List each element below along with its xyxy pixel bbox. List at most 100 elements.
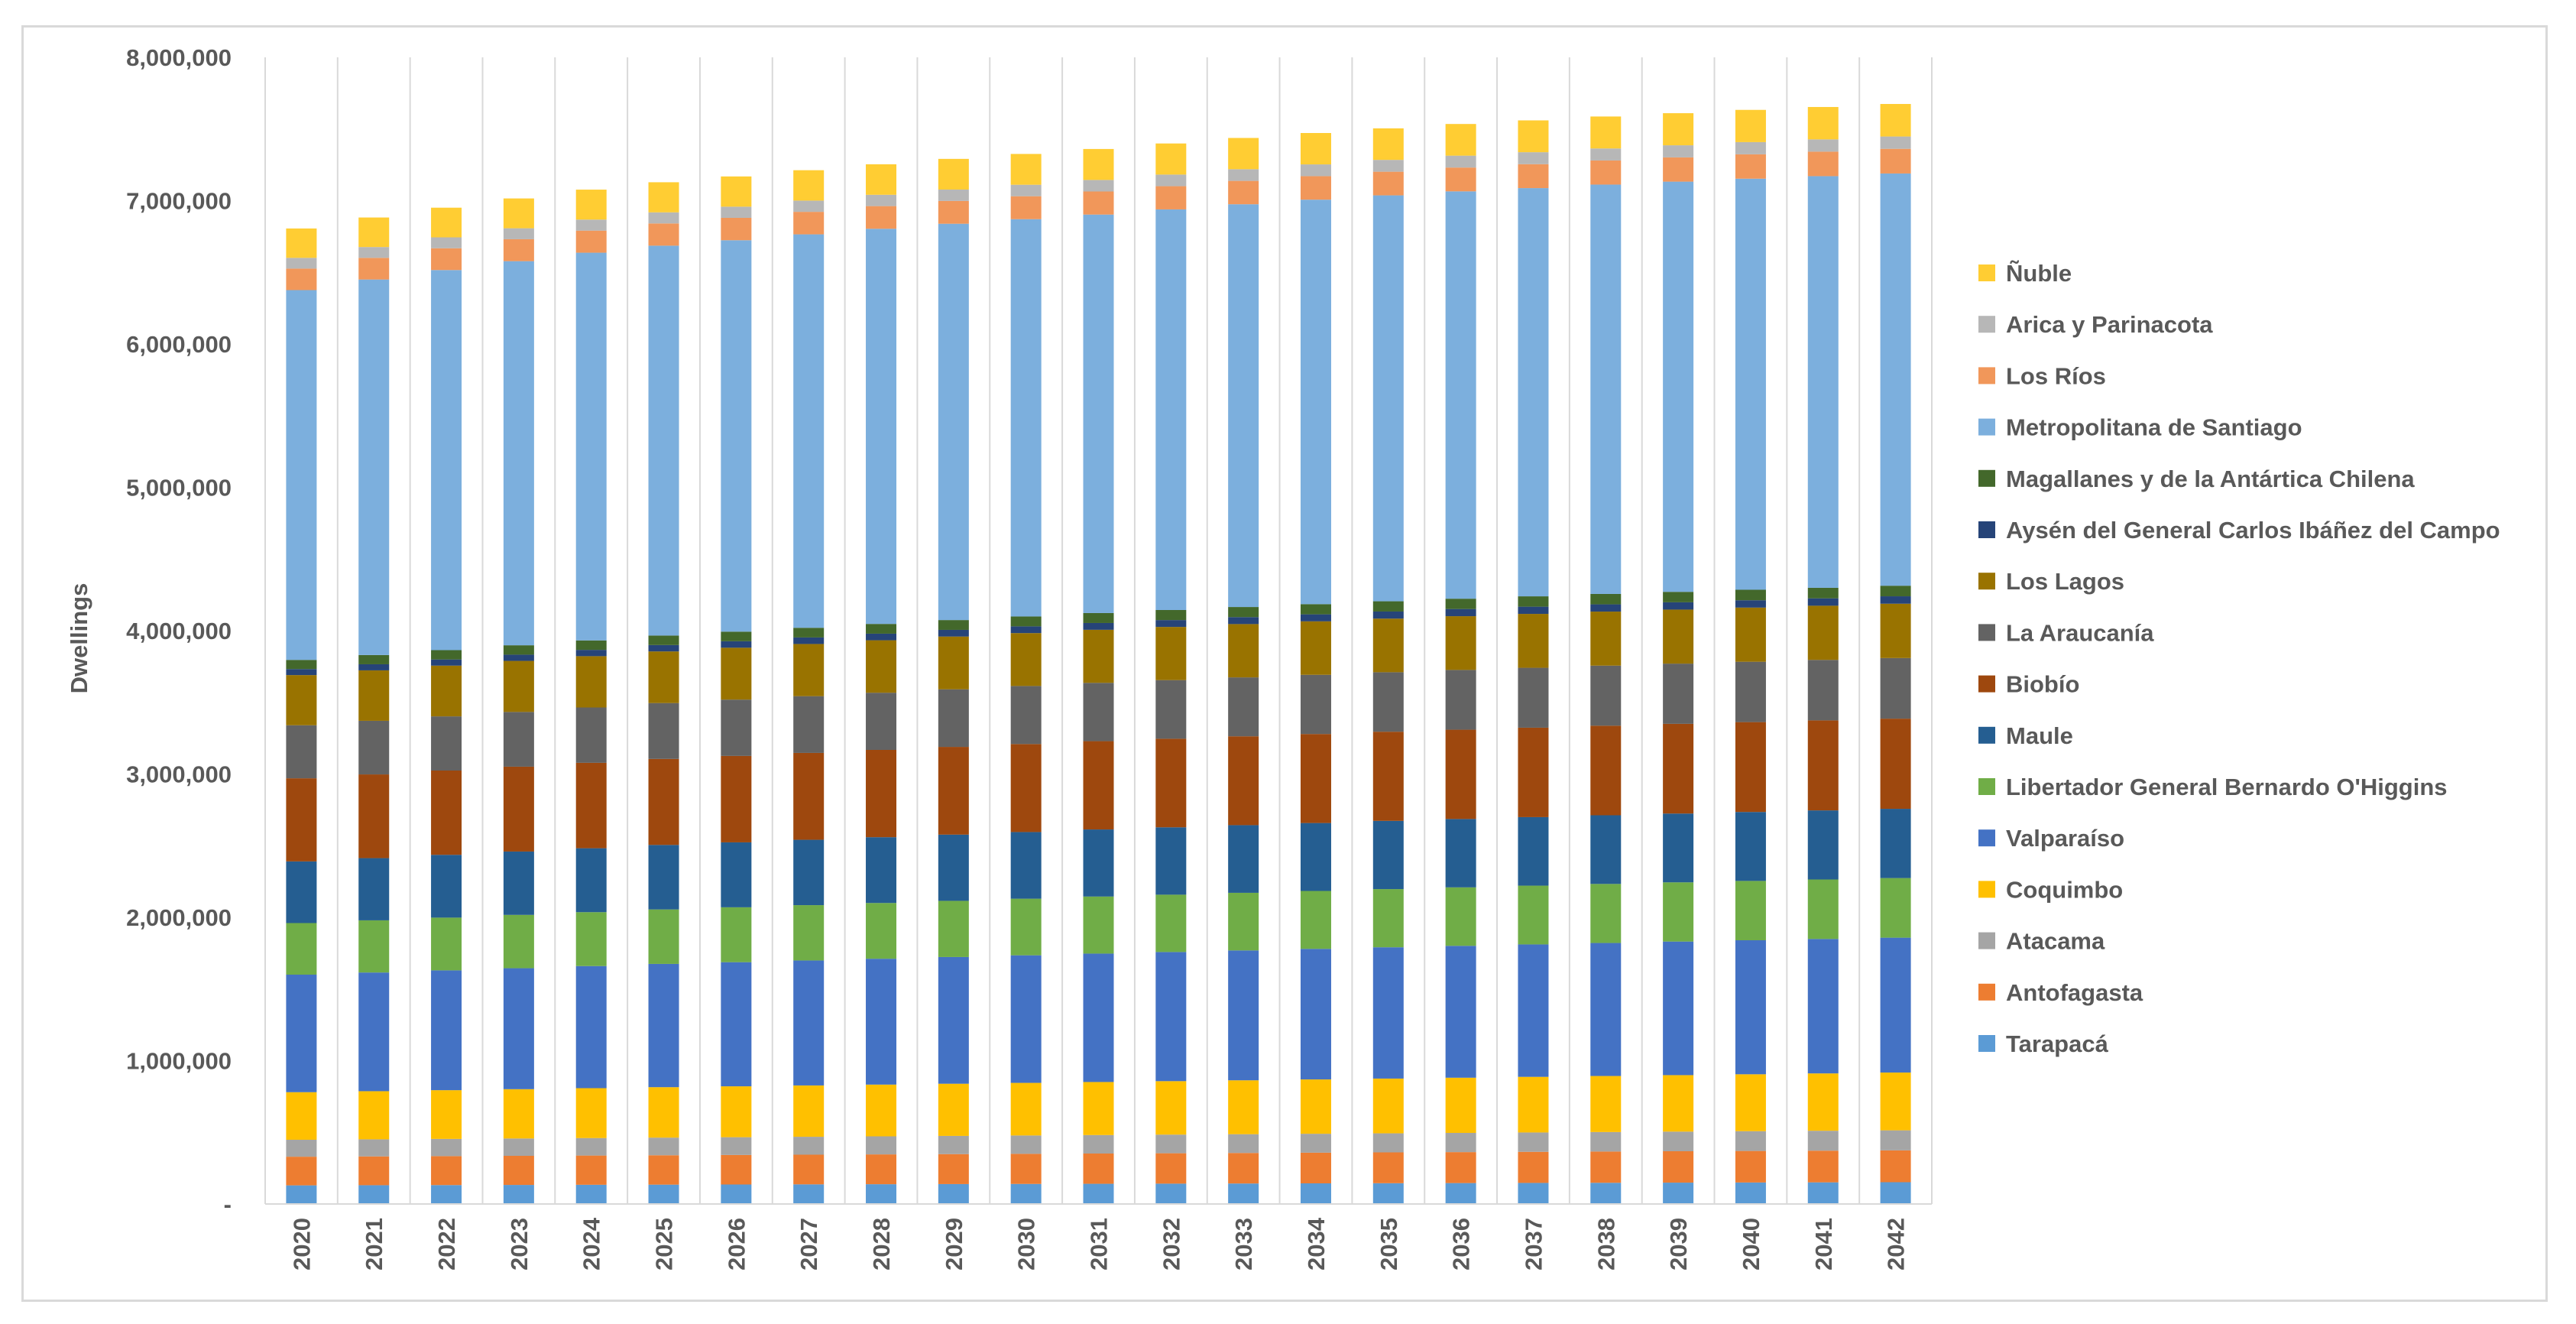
bar-segment [938,629,969,637]
bar-segment [1518,1183,1549,1204]
bar-segment [1735,1131,1766,1151]
legend-swatch [1978,367,1995,385]
bar-segment [1300,734,1331,823]
bar-segment [575,219,607,231]
bar-segment [721,1154,752,1185]
bar-segment [1228,607,1259,618]
bar-segment [866,837,897,904]
bar-segment [431,270,462,651]
bar-segment [1300,1152,1331,1183]
bar-segment [1372,171,1404,196]
bar-segment [1735,141,1766,154]
y-tick-labels: - 1,000,000 2,000,000 3,000,000 4,000,000 5,0… [126,44,232,1218]
bar-segment [1010,1183,1042,1204]
bar-segment [1155,1153,1187,1184]
bar-segment [503,851,534,915]
bar-segment [1445,887,1476,946]
bar-segment [866,1084,897,1137]
bar-segment [1518,596,1549,607]
bar-segment [1807,587,1839,599]
legend-label: Metropolitana de Santiago [2006,414,2302,441]
bar-segment [503,1185,534,1204]
bar-segment [648,644,679,652]
bar-segment [1228,138,1259,170]
bar-segment [1590,665,1622,726]
legend-swatch [1978,778,1995,795]
bar-segment [1083,612,1114,623]
bar-segment [938,1135,969,1154]
bar-segment [648,635,679,645]
bar-segment [721,218,752,241]
bar-segment [1228,1134,1259,1154]
bar-segment [721,176,752,207]
bar-segment [503,198,534,229]
bar-segment [793,905,825,961]
bar-segment [1663,1183,1694,1204]
legend-label: Magallanes y de la Antártica Chilena [2006,466,2415,492]
bar-segment [721,1184,752,1204]
bar-segment [1445,616,1476,670]
x-tick-label: 2035 [1375,1218,1402,1270]
bar-segment [1663,113,1694,146]
bar-segment [575,1137,607,1156]
bar-segment [1590,725,1622,816]
bar-segment [1300,891,1331,949]
bar-segment [1228,825,1259,893]
bar-segment [431,917,462,971]
bar-segment [1518,614,1549,668]
x-tick-label: 2021 [361,1218,387,1270]
bar-segment [1663,1075,1694,1132]
bar-segment [1372,160,1404,172]
bar-segment [358,247,390,258]
legend-item: Biobío [1978,671,2079,698]
bar-segment [1372,601,1404,612]
bar-segment [1010,154,1042,185]
bar-segment [1372,618,1404,673]
legend-label: Biobío [2006,671,2079,698]
bar-segment [938,223,969,621]
bar-segment [358,1091,390,1140]
bar-segment [721,240,752,632]
legend-swatch [1978,932,1995,949]
bar-segment [721,962,752,1087]
bar-segment [1663,664,1694,724]
bar-segment [1228,950,1259,1081]
x-tick-label: 2020 [288,1218,315,1270]
x-tick-label: 2022 [433,1218,460,1270]
y-tick-label: 6,000,000 [126,331,232,358]
bar-segment [1010,744,1042,832]
bar-segment [793,628,825,638]
bar-segment [575,230,607,253]
bar-segment [1807,605,1839,660]
x-tick-labels: 2020 2021 2022 2023 2024 2025 2026 2027 2028 2029… [288,1217,1909,1270]
bar-segment [1155,1081,1187,1135]
bar-segment [358,1156,390,1186]
bar-segment [1083,214,1114,613]
bar-segment [866,1184,897,1204]
bar-segment [938,189,969,201]
bar-segment [1735,881,1766,940]
bar-segment [1735,154,1766,179]
bar-segment [648,963,679,1088]
bar-segment [866,624,897,634]
bar-segment [1735,1150,1766,1183]
bar-segment [866,959,897,1085]
bar-segment [1663,882,1694,942]
legend-item: Coquimbo [1978,876,2123,903]
bar-segment [286,228,317,258]
x-tick-label: 2024 [578,1217,605,1270]
x-tick-label: 2034 [1303,1217,1330,1270]
legend-label: La Araucanía [2006,619,2154,646]
bar-segment [1807,1131,1839,1151]
bar-segment [793,1137,825,1155]
bar-segment [1155,620,1187,628]
bar-segment [286,258,317,269]
bar-segment [358,1139,390,1157]
bar-segment [721,647,752,700]
bar-segment [793,960,825,1085]
bar-segment [431,771,462,855]
bar-segment [431,855,462,918]
legend-item: Antofagasta [1978,979,2143,1006]
bar-segment [1083,953,1114,1082]
